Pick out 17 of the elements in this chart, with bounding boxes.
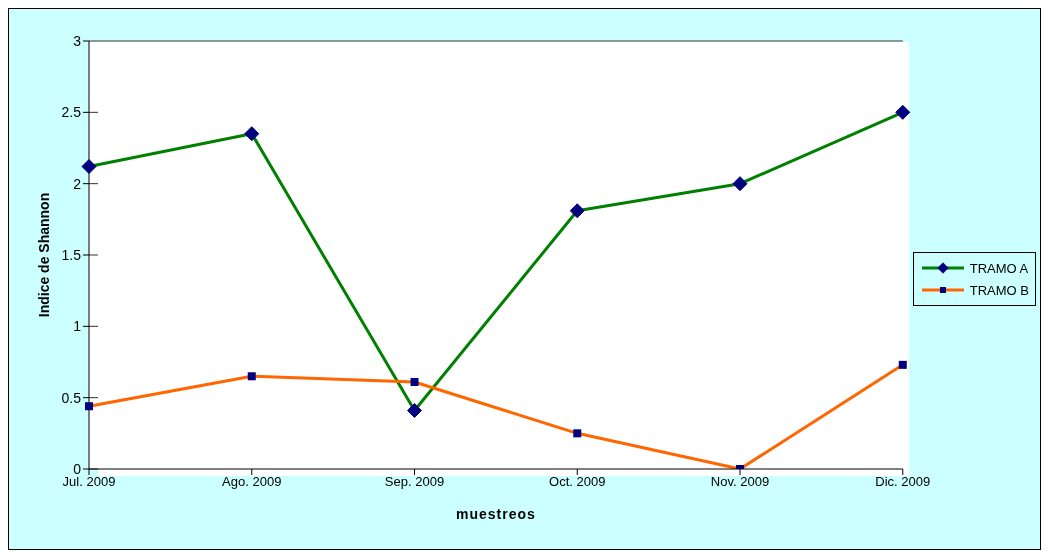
y-tick-label: 2 [73, 175, 82, 192]
x-axis-title: muestreos [455, 506, 536, 522]
x-tick-label: Ago. 2009 [222, 474, 282, 490]
y-tick-label: 2.5 [61, 104, 82, 121]
x-tick-label: Jul. 2009 [62, 474, 116, 490]
y-tick-label: 0 [73, 460, 82, 477]
x-tick-label: Sep. 2009 [384, 474, 445, 490]
y-tick-label: 3 [73, 32, 82, 49]
legend-label: TRAMO A [969, 260, 1029, 276]
y-tick-label: 1.5 [61, 246, 82, 263]
legend-label: TRAMO B [969, 282, 1029, 298]
x-tick-label: Nov. 2009 [710, 474, 770, 490]
y-tick-label: 0.5 [61, 389, 82, 406]
x-tick-label: Oct. 2009 [549, 474, 606, 490]
y-axis-title: Indice de Shannon [35, 192, 52, 318]
y-tick-label: 1 [73, 318, 82, 335]
x-tick-label: Dic. 2009 [875, 474, 931, 490]
